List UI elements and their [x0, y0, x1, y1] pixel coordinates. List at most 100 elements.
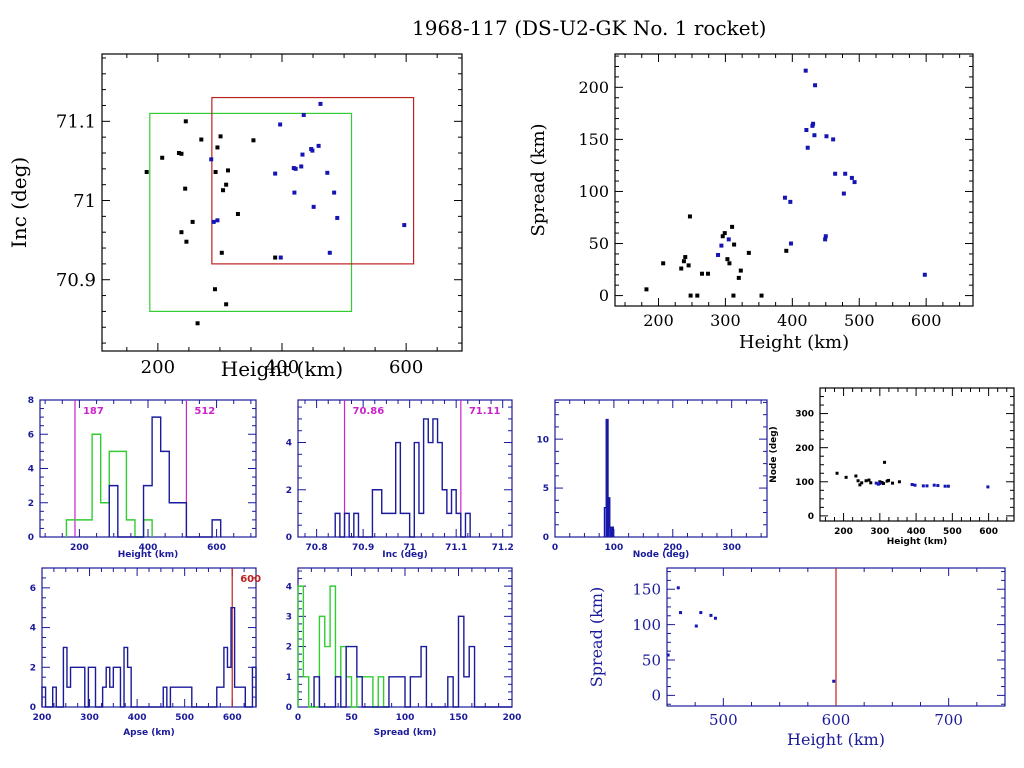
histogram-bar	[235, 687, 239, 707]
data-point	[226, 168, 230, 173]
data-point	[803, 68, 808, 73]
cutoff-label: 600	[240, 574, 261, 585]
histogram-bar	[341, 647, 346, 707]
data-point	[179, 230, 184, 235]
y-tick-label: 100	[578, 182, 609, 201]
histogram-bar	[416, 677, 421, 707]
data-point	[921, 484, 925, 488]
histogram-bar	[611, 527, 614, 537]
y-tick-label: 0	[28, 533, 34, 543]
x-tick-label: 300	[870, 527, 889, 537]
data-point	[746, 250, 751, 255]
plot-frame	[297, 399, 513, 538]
data-point	[731, 293, 736, 298]
histogram-bar	[391, 513, 396, 537]
histogram-bar	[428, 443, 433, 537]
x-tick-label: 600	[911, 311, 942, 330]
data-point	[688, 293, 693, 298]
data-point	[300, 152, 305, 157]
blue-histogram-outline	[108, 416, 222, 538]
spread-vs-height-chart: 200 300 400 500 600 0 50 100 150 200 Height (km) Sp…	[528, 53, 974, 353]
x-axis-label: Apse (km)	[123, 728, 175, 738]
histogram-bar	[378, 677, 383, 707]
spread-vs-height-zoom-chart: 500 600 700 0 50 100 150 Height (km) Spread (km)	[587, 567, 1006, 749]
histogram-bar	[400, 513, 405, 537]
blue-histogram-outline	[334, 418, 471, 538]
data-point	[273, 171, 278, 176]
x-axis-label: Inc (deg)	[382, 550, 427, 560]
x-tick-label: 200	[70, 543, 89, 553]
y-tick-label: 0	[30, 703, 36, 713]
x-tick-label: 600	[389, 357, 423, 378]
histogram-bar	[469, 647, 474, 707]
x-tick-label: 500	[844, 311, 875, 330]
histogram-bar	[386, 513, 391, 537]
y-tick-label: 300	[795, 410, 814, 420]
spread-histogram-chart: 0 50 100 150 200 0 1 2 3 4 Spread (km)	[286, 567, 521, 738]
y-axis-label: Spread (km)	[587, 587, 606, 688]
y-tick-label: 100	[795, 478, 814, 488]
data-point	[925, 484, 929, 488]
histogram-bar	[335, 677, 340, 707]
data-point	[179, 151, 184, 156]
data-point	[860, 481, 864, 485]
data-point	[759, 293, 764, 298]
x-axis-label: Height (km)	[118, 550, 179, 560]
data-point	[943, 484, 947, 488]
x-tick-label: 200	[643, 311, 674, 330]
data-point	[644, 287, 649, 292]
x-tick-label: 70.9	[352, 543, 374, 553]
green-selection-box	[149, 112, 353, 313]
data-point	[706, 271, 711, 276]
data-point	[788, 199, 793, 204]
histogram-bar	[185, 687, 189, 707]
histogram-bar	[238, 687, 242, 707]
data-point	[725, 257, 730, 262]
data-point	[199, 137, 204, 142]
data-point	[311, 204, 316, 209]
y-tick-label: 0	[651, 687, 661, 705]
y-tick-label: 70.9	[56, 270, 96, 291]
x-tick-label: 600	[979, 527, 998, 537]
data-point	[190, 219, 195, 224]
data-point	[160, 155, 165, 160]
x-axis-label: Height (km)	[221, 357, 343, 381]
data-point	[727, 261, 732, 266]
histogram-bar	[609, 527, 612, 537]
histogram-bar	[382, 513, 387, 537]
histogram-bar	[169, 503, 178, 537]
data-point	[402, 223, 407, 228]
data-point	[833, 171, 838, 176]
height-histogram-chart: 200 400 600 0 2 4 6 8 Height (km) 187 512	[28, 396, 257, 560]
cutoff-label: 512	[194, 406, 215, 417]
y-tick-label: 6	[30, 584, 36, 594]
data-point	[813, 83, 818, 88]
data-point	[720, 234, 725, 239]
data-point	[666, 653, 670, 657]
data-point	[883, 460, 887, 464]
plot-frame	[554, 399, 768, 538]
data-point	[823, 237, 828, 242]
inc-histogram-chart: 70.8 70.9 71 71.1 71.2 0 2 4 Inc (deg) 70.86 71.11	[286, 399, 514, 560]
y-tick-label: 3	[286, 612, 292, 622]
x-tick-label: 200	[141, 357, 175, 378]
y-tick-label: 0	[599, 286, 609, 305]
data-point	[856, 479, 860, 483]
data-point	[213, 170, 218, 175]
histogram-bar	[74, 667, 78, 707]
histogram-bar	[152, 417, 161, 537]
data-point	[881, 481, 885, 485]
x-tick-label: 300	[80, 713, 99, 723]
y-tick-label: 2	[286, 486, 292, 496]
data-point	[183, 119, 188, 124]
page-title: 1968-117 (DS-U2-GK No. 1 rocket)	[412, 16, 767, 40]
y-tick-label: 150	[632, 580, 661, 598]
x-tick-label: 70.8	[305, 543, 327, 553]
y-tick-label: 50	[642, 651, 661, 669]
y-axis-label: Spread (km)	[528, 123, 549, 236]
data-point	[858, 483, 862, 487]
y-tick-label: 4	[286, 582, 292, 592]
data-point	[831, 137, 836, 142]
x-tick-label: 400	[128, 713, 147, 723]
plot-frame	[101, 53, 463, 352]
